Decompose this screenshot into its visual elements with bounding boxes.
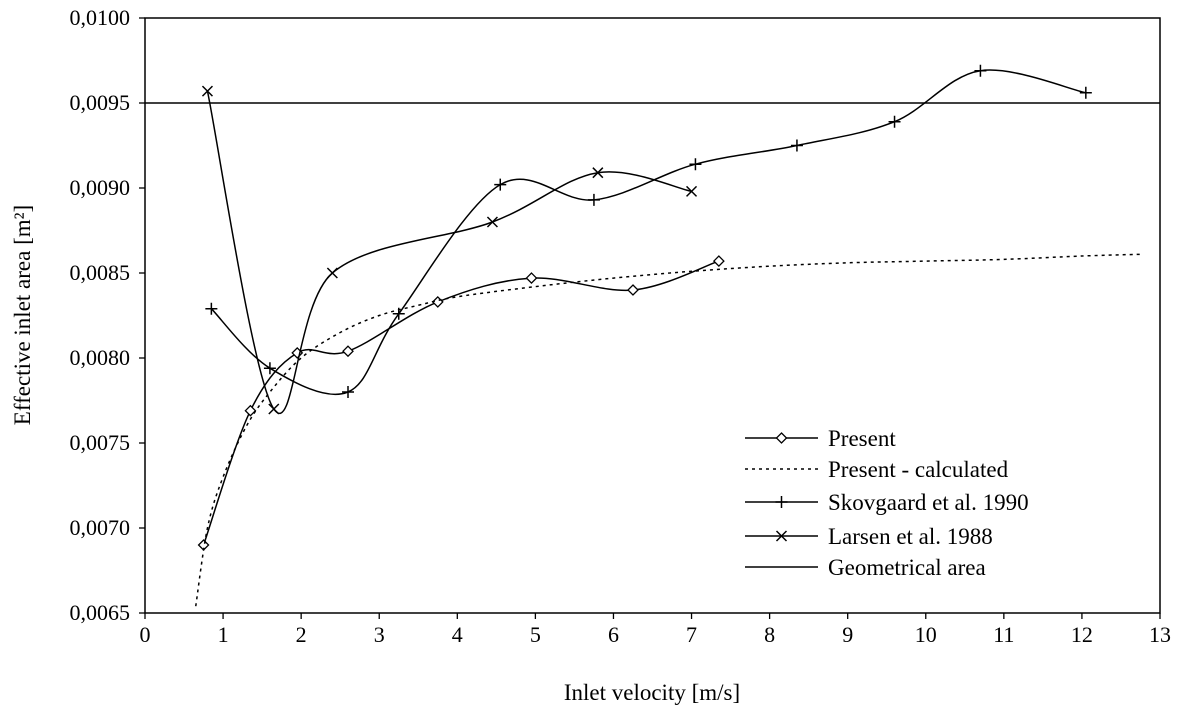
data-point-plus xyxy=(689,158,702,171)
legend-label-larsen: Larsen et al. 1988 xyxy=(828,524,993,549)
y-tick-label: 0,0090 xyxy=(70,175,131,200)
data-point-plus xyxy=(888,115,901,128)
series-line-present xyxy=(202,260,720,546)
legend-label-present: Present xyxy=(828,426,896,451)
plus-marker-icon xyxy=(775,496,788,508)
x-tick-label: 3 xyxy=(374,622,385,647)
data-point-diamond xyxy=(525,272,538,285)
legend-entry-geometrical-area: Geometrical area xyxy=(745,555,986,580)
data-point-cross xyxy=(592,167,604,179)
x-tick-label: 11 xyxy=(993,622,1014,647)
x-tick-label: 0 xyxy=(140,622,151,647)
series-larsen-et-al-1988 xyxy=(201,85,698,415)
legend-entry-larsen: Larsen et al. 1988 xyxy=(745,524,993,549)
plot-area xyxy=(144,17,1161,614)
series-skovgaard-et-al-1990 xyxy=(205,64,1092,398)
legend-entry-present: Present xyxy=(745,426,896,451)
legend-label-geometrical-area: Geometrical area xyxy=(828,555,986,580)
y-axis-title: Effective inlet area [m²] xyxy=(10,205,35,425)
x-tick-label: 10 xyxy=(915,622,937,647)
x-tick-label: 12 xyxy=(1071,622,1093,647)
x-axis-title: Inlet velocity [m/s] xyxy=(564,680,740,705)
data-point-cross xyxy=(201,85,213,97)
cross-marker-icon xyxy=(775,530,788,542)
y-tick-label: 0,0070 xyxy=(70,515,131,540)
x-tick-label: 1 xyxy=(218,622,229,647)
y-tick-label: 0,0085 xyxy=(70,260,131,285)
x-tick-label: 9 xyxy=(842,622,853,647)
data-point-cross xyxy=(268,403,280,415)
data-point-diamond xyxy=(712,255,725,268)
data-point-plus xyxy=(974,64,987,77)
data-point-plus xyxy=(392,307,405,320)
data-point-plus xyxy=(587,193,600,206)
diamond-marker-icon xyxy=(775,432,788,444)
data-point-cross xyxy=(686,185,698,197)
series-line-larsen-et-al-1988 xyxy=(206,90,692,414)
series-line-present-calculated xyxy=(195,253,1141,607)
x-tick-label: 6 xyxy=(608,622,619,647)
y-tick-label: 0,0065 xyxy=(70,600,131,625)
data-point-plus xyxy=(1079,86,1092,99)
legend: Present Present - calculated Skovgaard e… xyxy=(745,426,1029,580)
data-point-cross xyxy=(326,267,338,279)
x-tick-label: 7 xyxy=(686,622,697,647)
legend-entry-skovgaard: Skovgaard et al. 1990 xyxy=(745,490,1029,515)
x-tick-label: 2 xyxy=(296,622,307,647)
legend-entry-present-calculated: Present - calculated xyxy=(745,457,1009,482)
data-point-plus xyxy=(342,386,354,398)
series-line-skovgaard-et-al-1990 xyxy=(210,69,1086,396)
series-present-calculated xyxy=(195,253,1141,607)
series-layer xyxy=(145,64,1160,607)
series-present xyxy=(197,255,725,551)
data-point-plus xyxy=(263,362,276,375)
data-point-plus xyxy=(494,178,507,191)
x-tick-label: 4 xyxy=(452,622,463,647)
data-point-plus xyxy=(205,302,218,315)
y-tick-label: 0,0095 xyxy=(70,90,131,115)
axis-ticks: 0 1 2 3 4 5 6 7 8 9 10 11 12 130,00650,00700,00750,00… xyxy=(70,5,1172,647)
x-tick-label: 13 xyxy=(1149,622,1171,647)
legend-label-present-calculated: Present - calculated xyxy=(828,457,1009,482)
x-tick-label: 8 xyxy=(764,622,775,647)
legend-label-skovgaard: Skovgaard et al. 1990 xyxy=(828,490,1029,515)
x-tick-label: 5 xyxy=(530,622,541,647)
data-point-diamond xyxy=(342,345,354,358)
y-tick-label: 0,0080 xyxy=(70,345,131,370)
data-point-diamond xyxy=(244,404,257,417)
data-point-cross xyxy=(486,216,498,228)
y-tick-label: 0,0100 xyxy=(70,5,131,30)
data-point-plus xyxy=(790,139,803,152)
data-point-diamond xyxy=(627,284,639,296)
y-tick-label: 0,0075 xyxy=(70,430,131,455)
